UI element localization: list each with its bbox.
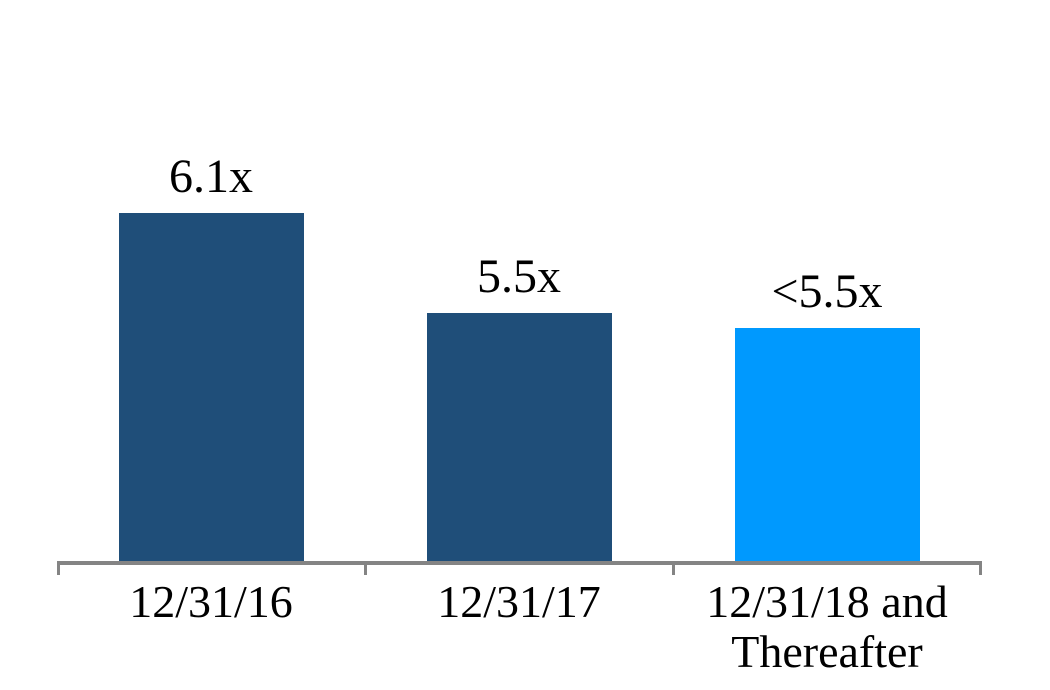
bar-group: <5.5x: [673, 146, 981, 563]
x-axis-label: 12/31/17: [437, 576, 601, 627]
axis-tick: [979, 561, 982, 575]
plot-area: 6.1x 5.5x <5.5x: [57, 146, 981, 563]
axis-tick: [672, 561, 675, 575]
x-axis-labels: 12/31/16 12/31/17 12/31/18 and Thereafte…: [57, 577, 981, 677]
x-axis-line: [57, 561, 982, 565]
bar: [426, 313, 612, 563]
bar: [118, 213, 304, 563]
bar-value-label: 5.5x: [477, 250, 561, 303]
bar-group: 5.5x: [365, 146, 673, 563]
axis-tick: [57, 561, 60, 575]
bar-value-label: 6.1x: [169, 150, 253, 203]
axis-tick: [364, 561, 367, 575]
bar-group: 6.1x: [57, 146, 365, 563]
x-axis-label: 12/31/18 and Thereafter: [706, 576, 948, 677]
x-axis-label: 12/31/16: [129, 576, 293, 627]
bar-value-label: <5.5x: [771, 265, 883, 318]
bar: [734, 328, 920, 563]
